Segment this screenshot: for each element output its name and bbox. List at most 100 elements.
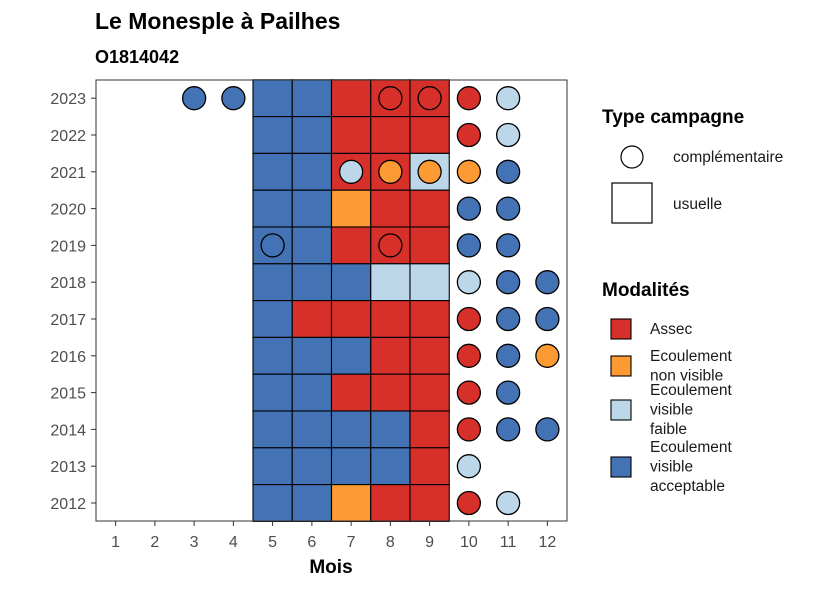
usuelle-cell xyxy=(252,189,293,228)
usuelle-cell xyxy=(291,336,333,375)
usuelle-cell xyxy=(252,79,293,118)
usuelle-cell xyxy=(370,373,411,412)
complementaire-point xyxy=(495,159,521,184)
legend-label-F: faible xyxy=(650,421,687,438)
x-tick-label: 8 xyxy=(386,534,395,551)
usuelle-cell xyxy=(252,152,293,191)
usuelle-cell xyxy=(370,484,411,522)
usuelle-cell xyxy=(252,410,293,449)
x-tick-label: 2 xyxy=(150,534,159,551)
x-tick-label: 10 xyxy=(460,534,478,551)
usuelle-cell xyxy=(252,484,293,522)
y-tick-label: 2014 xyxy=(50,422,86,439)
complementaire-point xyxy=(456,196,482,221)
legend-label-F: visible xyxy=(650,402,693,419)
usuelle-cell xyxy=(291,410,333,449)
usuelle-cell xyxy=(330,484,372,522)
usuelle-cell xyxy=(330,447,372,486)
usuelle-cell xyxy=(409,410,450,449)
y-tick-label: 2019 xyxy=(50,238,86,255)
usuelle-cell xyxy=(252,373,293,412)
complementaire-point xyxy=(378,159,403,184)
x-tick-label: 11 xyxy=(500,534,517,551)
complementaire-point xyxy=(535,343,560,368)
x-axis: 1 2 3 4 5 6 7 8 9 10 11 12 xyxy=(111,521,556,551)
usuelle-cell xyxy=(252,336,293,375)
usuelle-cell xyxy=(291,79,333,118)
y-tick-label: 2021 xyxy=(50,165,86,182)
complementaire-point xyxy=(535,417,560,442)
legend-key-A xyxy=(610,318,632,340)
usuelle-cell xyxy=(409,336,450,375)
x-axis-title: Mois xyxy=(309,557,352,578)
legend-key-V xyxy=(610,456,632,478)
complementaire-circles-layer xyxy=(181,86,560,516)
complementaire-point xyxy=(456,122,482,148)
usuelle-cell xyxy=(409,484,450,522)
usuelle-cell xyxy=(330,410,372,449)
complementaire-point xyxy=(456,417,482,442)
usuelle-cell xyxy=(291,300,333,338)
complementaire-point xyxy=(221,86,246,111)
y-tick-label: 2013 xyxy=(50,459,86,476)
usuelle-cell xyxy=(291,226,333,265)
complementaire-point xyxy=(456,490,482,516)
x-tick-label: 7 xyxy=(347,534,356,551)
usuelle-cell xyxy=(330,79,372,118)
usuelle-cell xyxy=(370,300,411,338)
legend-campaign-title: Type campagne xyxy=(602,107,744,128)
usuelle-cell xyxy=(409,300,450,338)
legend-label-complementaire: complémentaire xyxy=(673,149,783,166)
complementaire-point xyxy=(495,122,521,148)
usuelle-cell xyxy=(291,263,333,302)
legend-label-V: Ecoulement xyxy=(650,439,733,456)
usuelle-cell xyxy=(409,263,450,302)
complementaire-point xyxy=(378,86,403,111)
legend-key-N xyxy=(610,355,632,377)
complementaire-point xyxy=(495,233,521,258)
usuelle-cell xyxy=(409,447,450,486)
legend-label-A: Assec xyxy=(650,321,692,338)
usuelle-cell xyxy=(330,336,372,375)
legend-square-symbol xyxy=(611,182,653,224)
complementaire-point xyxy=(456,306,482,332)
y-tick-label: 2018 xyxy=(50,275,86,292)
complementaire-point xyxy=(495,343,521,368)
usuelle-cell xyxy=(252,447,293,486)
legend-label-N: Ecoulement xyxy=(650,348,733,365)
usuelle-cell xyxy=(291,116,333,154)
y-tick-label: 2015 xyxy=(50,386,86,403)
usuelle-cell xyxy=(291,152,333,191)
usuelle-cell xyxy=(291,189,333,228)
usuelle-cell xyxy=(330,116,372,154)
usuelle-cell xyxy=(370,336,411,375)
legend-modalites-title: Modalités xyxy=(602,280,690,301)
complementaire-point xyxy=(456,343,482,368)
complementaire-point xyxy=(417,159,442,184)
legend-label-N: non visible xyxy=(650,368,723,385)
complementaire-point xyxy=(456,86,482,111)
x-tick-label: 3 xyxy=(190,534,199,551)
usuelle-squares-layer xyxy=(252,79,450,522)
complementaire-point xyxy=(495,490,521,516)
usuelle-cell xyxy=(291,484,333,522)
usuelle-cell xyxy=(409,373,450,412)
y-tick-label: 2012 xyxy=(50,496,86,513)
complementaire-point xyxy=(535,270,560,295)
complementaire-point xyxy=(338,159,364,184)
usuelle-cell xyxy=(252,116,293,154)
complementaire-point xyxy=(495,306,521,332)
legend-circle-symbol xyxy=(620,145,644,169)
usuelle-cell xyxy=(330,226,372,265)
complementaire-point xyxy=(495,417,521,442)
chart-title: Le Monesple à Pailhes xyxy=(95,8,340,34)
usuelle-cell xyxy=(409,226,450,265)
usuelle-cell xyxy=(291,373,333,412)
x-tick-label: 1 xyxy=(111,534,120,551)
complementaire-point xyxy=(495,380,521,405)
y-axis: 2012 2013 2014 2015 2016 2017 2018 2019 2020 2021… xyxy=(50,91,96,513)
usuelle-cell xyxy=(330,373,372,412)
complementaire-point xyxy=(417,86,442,111)
usuelle-cell xyxy=(370,447,411,486)
complementaire-point xyxy=(456,380,482,405)
